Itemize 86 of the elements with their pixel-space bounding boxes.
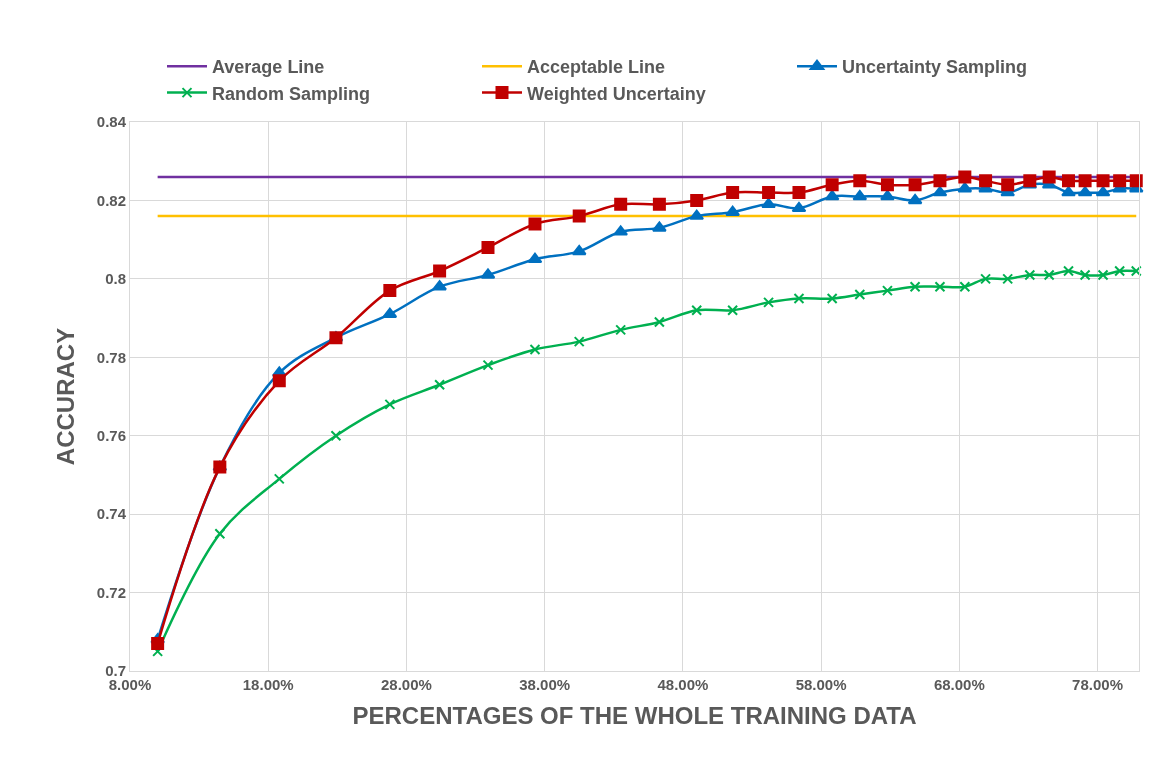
x-tick-label: 18.00% xyxy=(242,676,294,693)
point xyxy=(151,637,165,651)
x-tick-label: 28.00% xyxy=(381,676,432,693)
point xyxy=(1096,174,1110,188)
y-axis-title: ACCURACY xyxy=(51,327,79,466)
point xyxy=(933,174,947,188)
point xyxy=(1002,273,1014,285)
point xyxy=(1024,269,1036,281)
legend-label: Weighted Uncertainy xyxy=(527,83,706,104)
point xyxy=(384,398,396,410)
point xyxy=(482,359,494,371)
point xyxy=(726,186,740,200)
point xyxy=(727,304,739,316)
point xyxy=(880,190,895,201)
point xyxy=(528,217,542,231)
point xyxy=(653,316,665,328)
point xyxy=(825,178,839,192)
point xyxy=(980,273,992,285)
x-tick-label: 68.00% xyxy=(933,676,985,693)
point xyxy=(615,324,627,336)
y-tick-label: 0.78 xyxy=(96,348,126,366)
point xyxy=(1114,265,1126,277)
point xyxy=(880,178,894,192)
x-tick-label: 58.00% xyxy=(795,676,847,693)
point xyxy=(1042,170,1056,184)
point xyxy=(1061,186,1076,197)
point xyxy=(434,379,446,391)
point xyxy=(432,280,447,291)
point xyxy=(793,292,805,304)
point xyxy=(792,186,806,200)
y-tick-label: 0.82 xyxy=(96,191,126,209)
point xyxy=(1001,178,1015,192)
point xyxy=(1129,174,1143,188)
point xyxy=(529,343,541,355)
point xyxy=(761,197,776,209)
point xyxy=(652,221,667,232)
x-tick-label: 48.00% xyxy=(657,676,709,693)
legend-label: Average Line xyxy=(212,57,325,78)
point xyxy=(330,430,342,442)
x-tick-label: 78.00% xyxy=(1072,676,1123,693)
point xyxy=(614,197,628,211)
y-tick-label: 0.76 xyxy=(96,426,126,444)
point xyxy=(958,170,972,184)
point xyxy=(907,193,923,205)
point xyxy=(1043,269,1055,281)
point xyxy=(273,473,285,485)
point xyxy=(762,186,776,200)
point xyxy=(691,304,703,316)
point xyxy=(1113,174,1127,188)
point xyxy=(853,174,867,188)
point xyxy=(652,197,666,211)
point xyxy=(934,281,946,293)
point xyxy=(571,244,587,256)
x-axis-title: PERCENTAGES OF THE WHOLE TRAINING DATA xyxy=(352,702,917,730)
point xyxy=(481,240,495,254)
y-tick-label: 0.8 xyxy=(105,270,126,288)
point xyxy=(1079,269,1091,281)
point xyxy=(433,264,447,278)
point xyxy=(1062,174,1076,188)
point xyxy=(1078,174,1092,188)
point xyxy=(979,174,993,188)
point xyxy=(909,281,921,293)
point xyxy=(1130,265,1142,277)
point xyxy=(1097,269,1109,281)
y-tick-label: 0.74 xyxy=(96,505,127,523)
legend-label: Uncertainty Sampling xyxy=(842,57,1028,78)
y-tick-label: 0.72 xyxy=(96,583,126,601)
legend-label: Acceptable Line xyxy=(527,57,666,78)
y-tick-label: 0.84 xyxy=(96,113,127,131)
point xyxy=(908,178,922,192)
point xyxy=(572,209,586,223)
point xyxy=(690,193,704,207)
point xyxy=(214,528,226,540)
point xyxy=(854,289,866,301)
point xyxy=(763,296,775,308)
legend-label: Random Sampling xyxy=(212,83,371,104)
point xyxy=(826,292,838,304)
point xyxy=(1063,265,1075,277)
point xyxy=(725,205,740,216)
point xyxy=(272,374,286,388)
point xyxy=(573,336,585,348)
point xyxy=(881,285,893,297)
point xyxy=(383,284,397,298)
x-tick-label: 38.00% xyxy=(519,676,571,693)
point xyxy=(791,201,807,213)
point xyxy=(959,281,971,293)
